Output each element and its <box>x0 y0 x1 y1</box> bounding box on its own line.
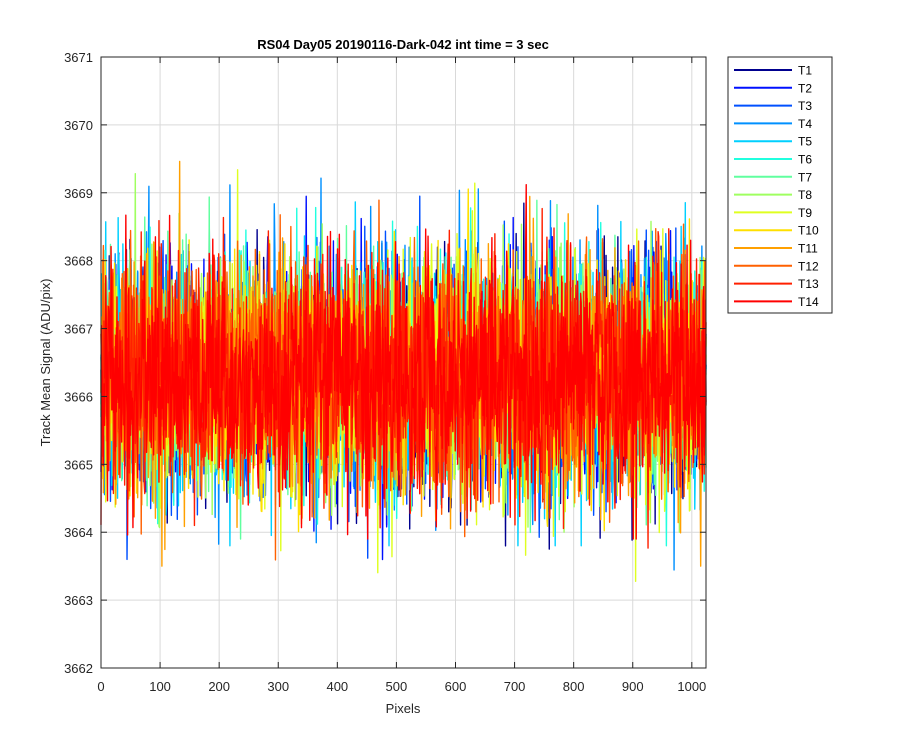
y-tick-label: 3670 <box>64 118 93 133</box>
chart-title: RS04 Day05 20190116-Dark-042 int time = … <box>257 37 549 52</box>
legend-label-t12: T12 <box>798 259 819 273</box>
x-tick-label: 200 <box>208 679 230 694</box>
legend-label-t10: T10 <box>798 224 819 238</box>
y-tick-label: 3668 <box>64 254 93 269</box>
y-axis-label: Track Mean Signal (ADU/pix) <box>38 279 53 447</box>
x-tick-label: 400 <box>326 679 348 694</box>
x-tick-label: 0 <box>97 679 104 694</box>
x-tick-label: 500 <box>386 679 408 694</box>
ticks: 0 100 200 300 400 500 600 700 800 900 1000 3662 3663… <box>64 50 706 694</box>
x-tick-label: 800 <box>563 679 585 694</box>
x-tick-label: 1000 <box>677 679 706 694</box>
y-tick-label: 3663 <box>64 593 93 608</box>
legend-label-t13: T13 <box>798 277 819 291</box>
legend-label-t1: T1 <box>798 64 812 78</box>
y-tick-label: 3662 <box>64 661 93 676</box>
legend-label-t11: T11 <box>798 242 818 256</box>
x-tick-label: 100 <box>149 679 171 694</box>
legend-entries: T1 T2 T3 T4 T5 T6 T7 T8 T9 T10 T11 T12 T13 T14 <box>734 64 819 309</box>
legend-label-t6: T6 <box>798 153 812 167</box>
legend-label-t9: T9 <box>798 206 812 220</box>
legend-label-t7: T7 <box>798 170 812 184</box>
x-tick-label: 700 <box>504 679 526 694</box>
x-axis-label: Pixels <box>386 701 421 716</box>
plot-frame <box>100 56 707 669</box>
legend-label-t3: T3 <box>798 99 812 113</box>
legend-label-t5: T5 <box>798 135 812 149</box>
y-tick-label: 3669 <box>64 186 93 201</box>
legend-label-t8: T8 <box>798 188 812 202</box>
y-tick-label: 3666 <box>64 389 93 404</box>
series-layer <box>100 160 707 583</box>
x-tick-label: 900 <box>622 679 644 694</box>
series-line-t14 <box>100 184 707 540</box>
x-tick-label: 300 <box>267 679 289 694</box>
y-tick-label: 3667 <box>64 322 93 337</box>
y-tick-label: 3665 <box>64 457 93 472</box>
legend-label-t14: T14 <box>798 295 819 309</box>
legend: T1 T2 T3 T4 T5 T6 T7 T8 T9 T10 T11 T12 T13 T14 <box>727 56 833 314</box>
y-tick-label: 3664 <box>64 525 93 540</box>
legend-label-t4: T4 <box>798 117 812 131</box>
series-line-t13 <box>100 207 707 549</box>
plot-area: 0 100 200 300 400 500 600 700 800 900 1000 3662 3663… <box>64 50 707 694</box>
legend-box <box>727 56 833 314</box>
x-tick-label: 600 <box>445 679 467 694</box>
y-tick-label: 3671 <box>64 50 93 65</box>
legend-label-t2: T2 <box>798 81 812 95</box>
